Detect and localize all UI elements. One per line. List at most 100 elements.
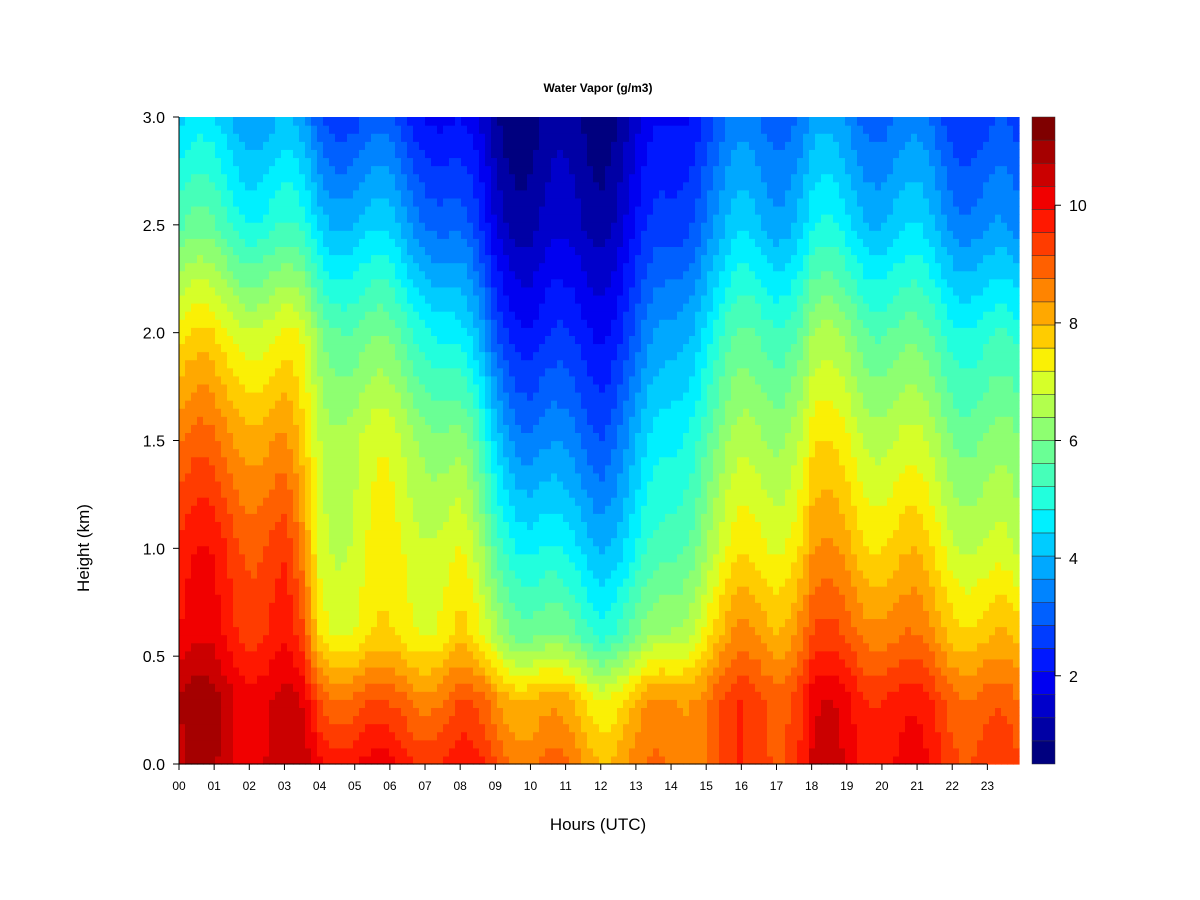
heatmap-cell [455,480,462,490]
heatmap-cell [203,335,210,345]
heatmap-cell [485,189,492,199]
heatmap-cell [521,262,528,272]
heatmap-cell [521,359,528,369]
heatmap-cell [503,424,510,434]
heatmap-cell [497,440,504,450]
heatmap-cell [533,254,540,264]
heatmap-cell [497,327,504,336]
heatmap-cell [479,497,486,506]
heatmap-cell [311,464,318,474]
heatmap-cell [389,391,396,401]
heatmap-cell [491,173,498,183]
heatmap-cell [539,699,546,708]
heatmap-cell [251,618,258,628]
heatmap-cell [191,432,198,442]
heatmap-cell [377,577,384,587]
heatmap-cell [413,521,420,531]
heatmap-cell [227,715,234,725]
heatmap-cell [227,424,234,434]
heatmap-cell [299,464,306,474]
heatmap-cell [515,602,522,611]
heatmap-cell [365,715,372,725]
heatmap-cell [401,125,408,134]
heatmap-cell [341,230,348,239]
heatmap-cell [503,197,510,207]
heatmap-cell [389,553,396,563]
heatmap-cell [359,181,366,191]
heatmap-cell [323,197,330,207]
heatmap-cell [509,303,516,312]
heatmap-cell [191,569,198,579]
heatmap-cell [209,181,216,191]
heatmap-cell [257,521,264,531]
heatmap-cell [347,464,354,474]
heatmap-cell [545,311,552,320]
heatmap-cell [299,311,306,320]
heatmap-cell [263,189,270,199]
heatmap-cell [287,440,294,450]
heatmap-cell [209,262,216,272]
heatmap-cell [539,173,546,183]
heatmap-cell [461,505,468,514]
heatmap-cell [269,755,276,765]
heatmap-cell [485,391,492,401]
heatmap-cell [449,675,456,684]
heatmap-cell [461,626,468,636]
heatmap-cell [335,432,342,442]
heatmap-cell [239,117,246,126]
heatmap-cell [221,205,228,215]
heatmap-cell [491,181,498,191]
heatmap-cell [317,359,324,369]
heatmap-cell [539,505,546,514]
heatmap-cell [497,375,504,385]
heatmap-cell [305,238,312,247]
heatmap-cell [269,214,276,223]
heatmap-cell [233,319,240,328]
heatmap-cell [359,303,366,312]
heatmap-cell [233,157,240,167]
heatmap-cell [329,537,336,547]
heatmap-cell [287,658,294,668]
heatmap-cell [491,731,498,741]
heatmap-cell [233,577,240,587]
heatmap-cell [275,400,282,409]
heatmap-cell [305,634,312,644]
heatmap-cell [497,125,504,134]
heatmap-cell [395,440,402,450]
heatmap-cell [413,699,420,708]
heatmap-cell [395,521,402,531]
heatmap-cell [347,327,354,336]
heatmap-cell [287,254,294,264]
heatmap-cell [263,707,270,717]
heatmap-cell [329,561,336,571]
heatmap-cell [485,626,492,636]
heatmap-cell [461,408,468,417]
heatmap-cell [383,513,390,522]
heatmap-cell [275,424,282,434]
heatmap-cell [221,666,228,676]
heatmap-cell [395,311,402,320]
heatmap-cell [251,375,258,385]
heatmap-cell [305,472,312,482]
heatmap-cell [305,197,312,207]
heatmap-cell [479,577,486,587]
heatmap-cell [335,343,342,353]
heatmap-cell [293,691,300,700]
heatmap-cell [407,230,414,239]
heatmap-cell [227,586,234,595]
heatmap-cell [191,626,198,636]
heatmap-cell [413,286,420,296]
heatmap-cell [527,391,534,401]
heatmap-cell [407,440,414,450]
heatmap-cell [179,650,186,660]
heatmap-cell [545,707,552,717]
heatmap-cell [449,569,456,579]
heatmap-cell [479,367,486,377]
heatmap-cell [509,173,516,183]
heatmap-cell [239,327,246,336]
heatmap-cell [341,133,348,142]
heatmap-cell [383,383,390,393]
heatmap-cell [545,214,552,223]
heatmap-cell [395,755,402,765]
heatmap-cell [455,375,462,385]
